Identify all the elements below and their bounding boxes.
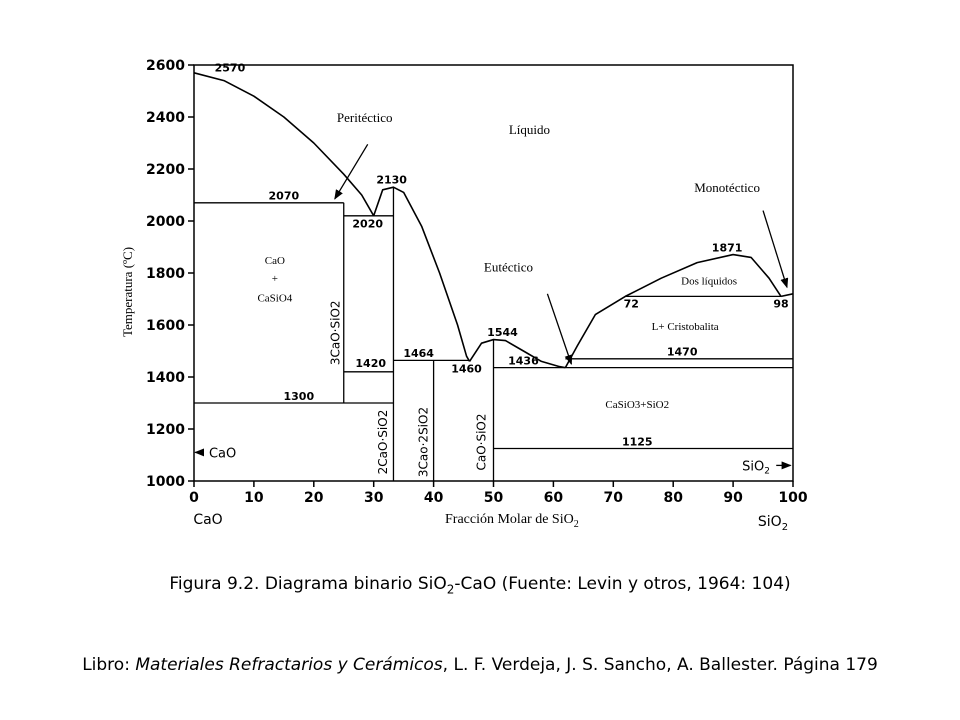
annotation-arrow [762, 210, 789, 289]
compound-label: 3CaO·SiO2 [329, 300, 343, 365]
phase-field-label: Dos líquidos [681, 276, 737, 288]
compound-label: 2CaO·SiO2 [376, 410, 390, 475]
x-tick-label: 10 [244, 490, 264, 506]
y-tick-label: 2200 [146, 162, 185, 178]
annotation-label: Monotéctico [694, 180, 760, 195]
sio2-axis-label: SiO2 [742, 459, 770, 476]
book-authors: , L. F. Verdeja, J. S. Sancho, A. Balles… [442, 655, 878, 675]
phase-lines-layer [193, 72, 794, 481]
annotation-arrow [546, 293, 573, 365]
temperature-label: 1436 [508, 355, 539, 368]
x-tick-label: 40 [424, 490, 444, 506]
y-tick-label: 1400 [146, 370, 185, 386]
temperature-label: 1300 [284, 390, 315, 403]
temperature-label: 72 [624, 298, 639, 311]
x-tick-label: 70 [604, 490, 624, 506]
x-axis-label: Fracción Molar de SiO2 [445, 512, 579, 530]
phase-field-label: CaSiO3+SiO2 [605, 399, 669, 411]
phase-field-label: CaSiO4 [257, 293, 292, 305]
temperature-label: 2130 [376, 173, 407, 186]
x-tick-label: 100 [778, 490, 807, 506]
compound-label: CaO·SiO2 [475, 413, 489, 470]
x-tick-label: 20 [304, 490, 324, 506]
annotation-arrow [334, 143, 369, 200]
temperature-label: 2020 [352, 218, 383, 231]
temperature-label: 1464 [403, 347, 434, 360]
book-prefix: Libro: [82, 655, 136, 675]
temperature-label: 1470 [667, 346, 698, 359]
sio2-axis-label-main: SiO [742, 459, 764, 474]
liquidus-curve-3 [468, 338, 566, 369]
axes-layer: 1000 1200 1400 1600 1800 2000 2200 2400 2600 0 10 2… [146, 58, 808, 506]
x-end-label-left: CaO [193, 512, 222, 528]
x-tick-label: 0 [189, 490, 199, 506]
book-title: Materiales Refractarios y Cerámicos [135, 655, 443, 675]
phase-field-label: + [272, 273, 278, 285]
y-tick-label: 2400 [146, 110, 185, 126]
phase-field-label: Líquido [509, 122, 550, 137]
temperature-label: 2570 [215, 62, 246, 75]
phase-field-label: L+ Cristobalita [652, 321, 719, 333]
temperature-label: 1544 [487, 326, 518, 339]
x-tick-label: 30 [364, 490, 384, 506]
labels-layer: 2570 2070 2020 2130 1420 1300 1464 1460 1544 1436… [194, 62, 792, 477]
liquidus-curve-2 [372, 186, 471, 362]
y-tick-label: 2000 [146, 214, 185, 230]
phase-diagram-chart: 1000 1200 1400 1600 1800 2000 2200 2400 2600 0 10 2… [120, 58, 808, 533]
liquidus-curve-4 [564, 253, 782, 369]
figure-caption-text: Figura 9.2. Diagrama binario SiO [169, 574, 447, 594]
figure-caption-sub: 2 [446, 582, 455, 597]
y-tick-label: 1600 [146, 318, 185, 334]
book-reference: Libro: Materiales Refractarios y Cerámic… [0, 655, 960, 675]
temperature-label: 1871 [712, 241, 743, 254]
x-tick-label: 90 [723, 490, 743, 506]
temperature-label: 1125 [622, 435, 653, 448]
figure-caption: Figura 9.2. Diagrama binario SiO2-CaO (F… [0, 574, 960, 596]
sio2-axis-label-sub: 2 [764, 466, 770, 476]
phase-field-label: CaO [265, 255, 285, 267]
liquidus-curve-5 [780, 293, 794, 298]
temperature-label: 98 [773, 298, 788, 311]
y-tick-label: 2600 [146, 58, 185, 74]
y-tick-label: 1200 [146, 422, 185, 438]
x-tick-label: 60 [544, 490, 564, 506]
x-tick-label: 50 [484, 490, 504, 506]
temperature-label: 1420 [355, 357, 386, 370]
cao-axis-label: CaO [209, 446, 236, 461]
annotation-label: Eutéctico [484, 260, 533, 275]
figure-caption-rest: -CaO (Fuente: Levin y otros, 1964: 104) [454, 574, 791, 594]
x-tick-label: 80 [663, 490, 683, 506]
x-end-label-right: SiO2 [758, 514, 788, 533]
liquidus-curve-1 [193, 72, 375, 217]
temperature-label: 2070 [269, 190, 300, 203]
annotation-label: Peritéctico [337, 110, 393, 125]
compound-label: 3Cao·2SiO2 [417, 407, 431, 477]
temperature-label: 1460 [451, 362, 482, 375]
y-tick-label: 1000 [146, 474, 185, 490]
y-tick-label: 1800 [146, 266, 185, 282]
y-axis-label: Temperatura (ºC) [120, 247, 135, 337]
